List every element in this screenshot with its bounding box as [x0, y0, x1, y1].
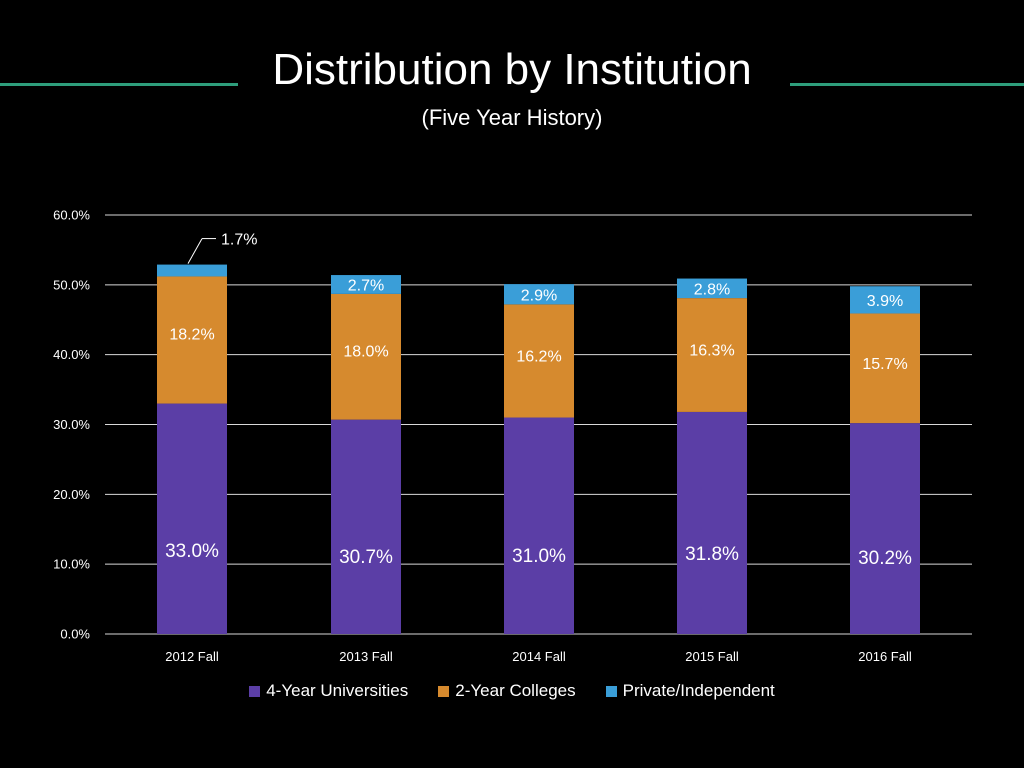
data-label: 16.3%	[689, 342, 734, 359]
bar-4-year	[850, 423, 920, 634]
x-axis-ticks: 2012 Fall 2013 Fall 2014 Fall 2015 Fall 2016…	[165, 649, 912, 664]
y-tick-label: 0.0%	[60, 627, 90, 642]
legend-label: 4-Year Universities	[266, 681, 409, 700]
bar-private	[331, 275, 401, 294]
legend-label: 2-Year Colleges	[455, 681, 576, 700]
title-rule-left	[0, 83, 238, 86]
y-tick-label: 50.0%	[53, 277, 90, 292]
bar-2-year	[331, 293, 401, 420]
data-label: 18.0%	[343, 343, 388, 360]
data-label: 2.7%	[348, 277, 384, 294]
bar-2-year	[504, 304, 574, 418]
legend-item: 2-Year Colleges	[438, 681, 576, 701]
data-label: 15.7%	[862, 356, 907, 373]
y-tick-label: 40.0%	[53, 347, 90, 362]
bar-4-year	[677, 411, 747, 634]
page-subtitle: (Five Year History)	[421, 105, 603, 130]
x-tick-label: 2014 Fall	[512, 649, 566, 664]
x-tick-label: 2012 Fall	[165, 649, 219, 664]
legend-swatch	[249, 685, 261, 697]
data-label: 30.7%	[339, 547, 393, 568]
legend: 4-Year Universities 2-Year Colleges Privat…	[0, 681, 1024, 701]
legend-label: Private/Independent	[622, 681, 775, 700]
x-tick-label: 2016 Fall	[858, 649, 912, 664]
legend-item: 4-Year Universities	[249, 681, 408, 701]
bar-4-year	[331, 419, 401, 634]
x-tick-label: 2015 Fall	[685, 649, 739, 664]
y-tick-label: 10.0%	[53, 557, 90, 572]
bar-2-year	[850, 313, 920, 424]
label-leader-line	[187, 238, 203, 264]
title-rule-right	[790, 83, 1024, 86]
legend-swatch	[438, 685, 450, 697]
y-tick-label: 60.0%	[53, 208, 90, 223]
y-axis-ticks: 0.0% 10.0% 20.0% 30.0% 40.0% 50.0% 60.0%	[53, 208, 90, 642]
bar-4-year	[504, 417, 574, 634]
y-tick-label: 20.0%	[53, 487, 90, 502]
bar-private	[504, 284, 574, 305]
data-label: 2.8%	[694, 281, 730, 298]
bar-4-year	[157, 403, 227, 634]
data-label: 1.7%	[221, 232, 257, 249]
data-label: 31.0%	[512, 546, 566, 567]
data-label: 18.2%	[169, 327, 214, 344]
data-label: 31.8%	[685, 544, 739, 565]
x-tick-label: 2013 Fall	[339, 649, 393, 664]
data-label: 30.2%	[858, 548, 912, 569]
bar-private	[157, 264, 227, 277]
data-label: 33.0%	[165, 541, 219, 562]
legend-item: Private/Independent	[605, 681, 775, 701]
data-label: 16.2%	[516, 348, 561, 365]
legend-swatch	[605, 685, 617, 697]
y-tick-label: 30.0%	[53, 417, 90, 432]
bar-2-year	[677, 298, 747, 412]
bar-private	[677, 278, 747, 299]
bar-2-year	[157, 276, 227, 404]
data-labels: 33.0% 18.2% 1.7% 30.7% 18.0% 2.7% 31.0% 16.2% 2.…	[165, 232, 912, 569]
bar-private	[850, 286, 920, 314]
bars	[157, 264, 920, 634]
page-title: Distribution by Institution	[272, 45, 752, 94]
data-label: 3.9%	[867, 293, 903, 310]
data-label: 2.9%	[521, 287, 557, 304]
